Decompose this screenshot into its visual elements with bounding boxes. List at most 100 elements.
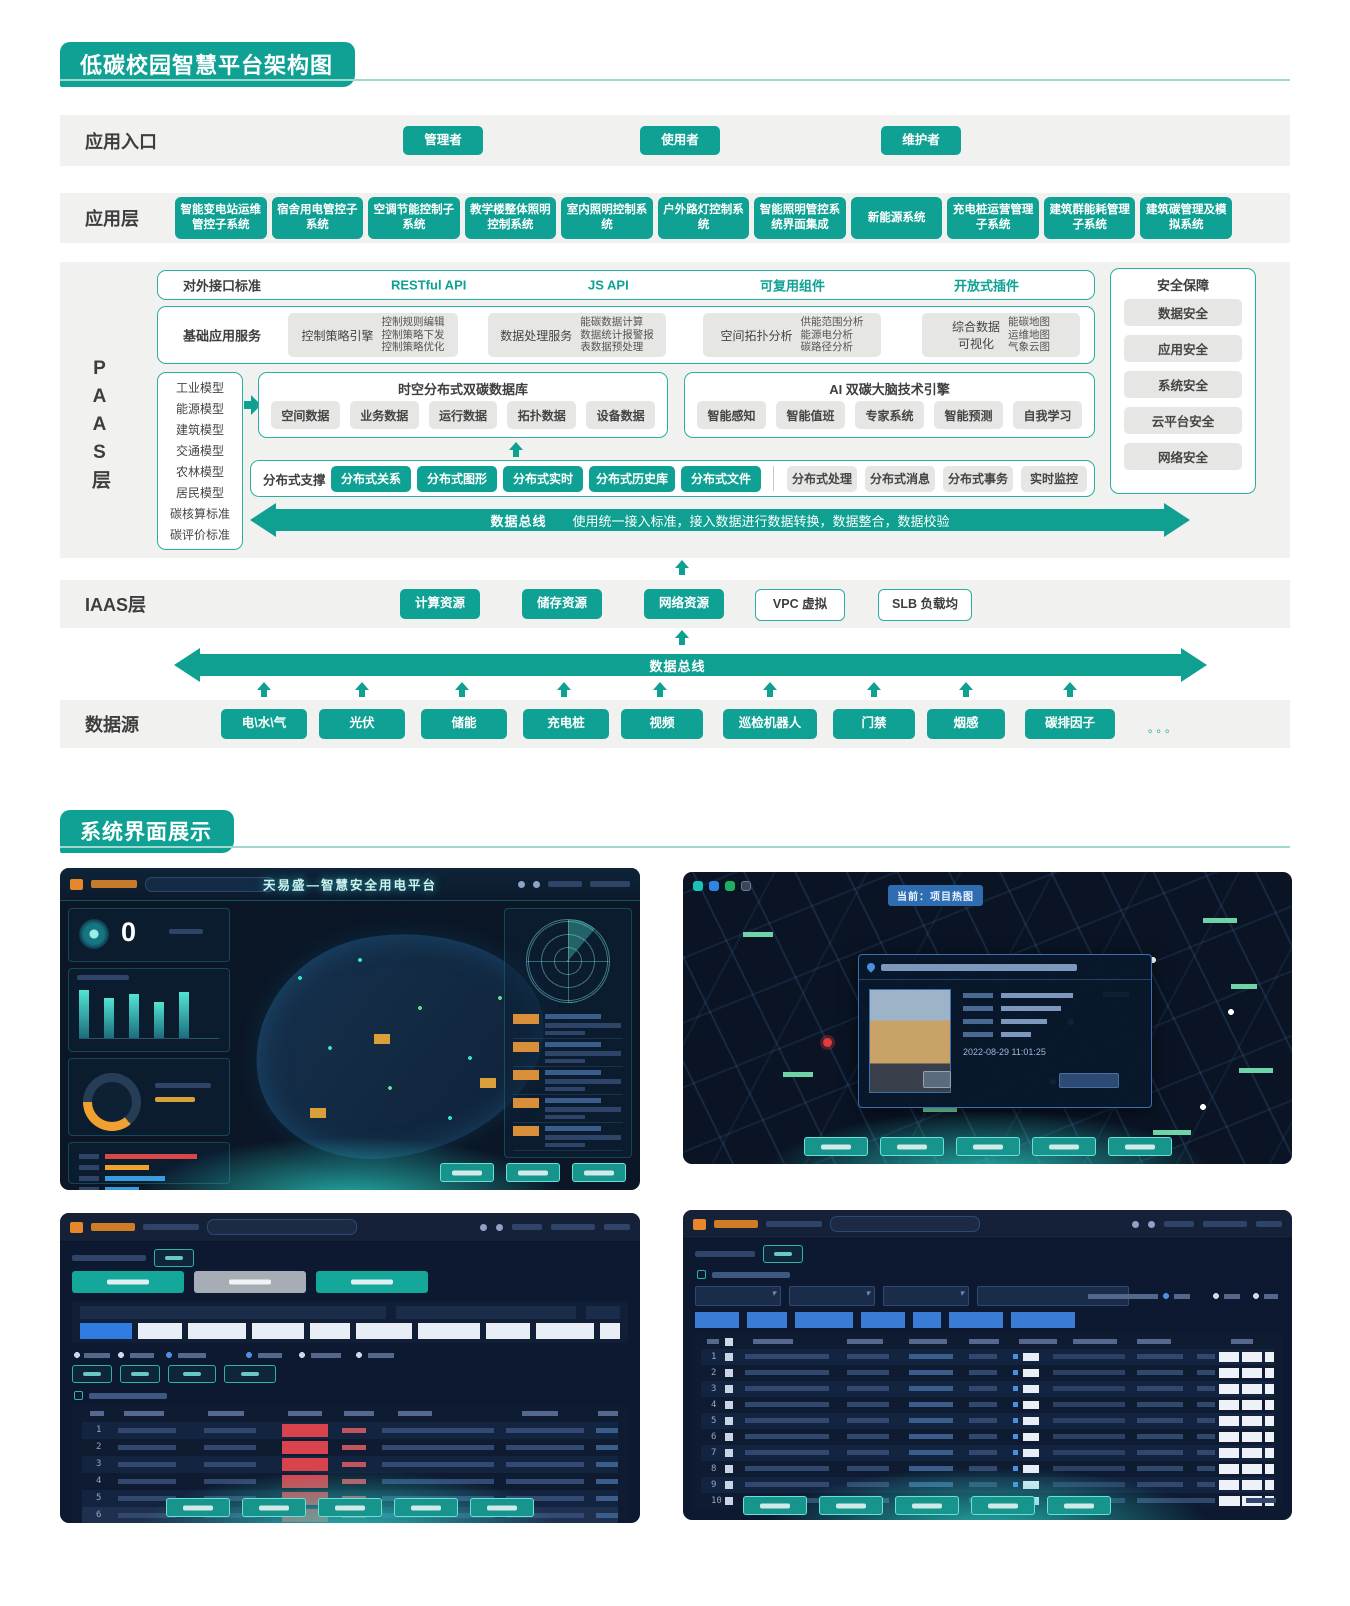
stat-panel: 0	[68, 908, 230, 962]
blue-action-buttons[interactable]	[695, 1312, 1095, 1328]
bell-icon[interactable]	[1148, 1220, 1155, 1228]
filter-select[interactable]	[789, 1286, 875, 1306]
api-item: JS API	[588, 277, 629, 293]
table-row[interactable]: 7	[701, 1445, 1274, 1461]
action-button[interactable]	[742, 1496, 807, 1515]
role-user-button[interactable]: 使用者	[640, 126, 720, 155]
pagination[interactable]	[1160, 1496, 1280, 1506]
carbon-database-title: 时空分布式双碳数据库	[397, 382, 528, 397]
window-dot-green[interactable]	[725, 881, 735, 891]
table-row[interactable]: 1	[82, 1422, 618, 1439]
action-button[interactable]	[572, 1163, 626, 1182]
app-system-box[interactable]: 宿舍用电管控子系统	[271, 197, 364, 239]
detail-button[interactable]	[1059, 1073, 1119, 1088]
arrow-left-icon	[174, 648, 200, 682]
iaas-resource-box[interactable]: 计算资源	[400, 589, 480, 619]
filter-select[interactable]	[695, 1286, 781, 1306]
query-button[interactable]	[72, 1365, 112, 1383]
table-row[interactable]: 6	[701, 1429, 1274, 1445]
app-system-box[interactable]: 室内照明控制系统	[561, 197, 653, 239]
reset-button[interactable]	[120, 1365, 160, 1383]
datasource-box: 电\水\气	[221, 709, 307, 739]
action-button[interactable]	[318, 1498, 382, 1517]
bar-chart-panel	[68, 968, 230, 1052]
more-button[interactable]	[224, 1365, 276, 1383]
app-system-box[interactable]: 教学楼整体照明控制系统	[464, 197, 557, 239]
map-mode-tag[interactable]: 当前：项目热图	[888, 885, 983, 906]
radio-options[interactable]	[1088, 1292, 1278, 1300]
app-system-box[interactable]: 智能照明管控系统界面集成	[754, 197, 846, 239]
action-button[interactable]	[1107, 1137, 1172, 1156]
models-box: 工业模型 能源模型 建筑模型 交通模型 农林模型 居民模型 碳核算标准 碳评价标准	[157, 372, 243, 550]
volume-icon[interactable]	[518, 880, 525, 888]
action-button[interactable]	[506, 1163, 560, 1182]
window-dot-gray[interactable]	[741, 881, 751, 891]
header-icons[interactable]	[1132, 1220, 1282, 1228]
filter-select[interactable]	[883, 1286, 969, 1306]
table-row[interactable]: 3	[82, 1456, 618, 1473]
header-icons[interactable]	[518, 880, 630, 888]
distributed-gray-box: 分布式事务	[943, 466, 1013, 492]
action-button[interactable]	[242, 1498, 306, 1517]
status-legend[interactable]	[74, 1351, 414, 1359]
tab-alarm-records[interactable]	[194, 1271, 306, 1293]
action-button[interactable]	[470, 1498, 534, 1517]
iaas-resource-box[interactable]: 储存资源	[522, 589, 602, 619]
action-button[interactable]	[440, 1163, 494, 1182]
search-input[interactable]	[830, 1216, 980, 1232]
search-input[interactable]	[145, 876, 275, 892]
alert-marker-icon[interactable]	[823, 1038, 832, 1047]
header-icons[interactable]	[480, 1223, 630, 1231]
role-admin-button[interactable]: 管理者	[403, 126, 483, 155]
back-chip-button[interactable]	[763, 1245, 803, 1263]
app-system-box[interactable]: 新能源系统	[850, 197, 943, 239]
app-system-box[interactable]: 智能变电站运维管控子系统	[175, 197, 267, 239]
table-row[interactable]: 2	[701, 1365, 1274, 1381]
filter-panel	[72, 1301, 628, 1343]
table-row[interactable]: 4	[701, 1397, 1274, 1413]
filter-group-headers	[80, 1306, 620, 1319]
table-row[interactable]: 3	[701, 1381, 1274, 1397]
paas-data-bus: 数据总线 使用统一接入标准，接入数据进行数据转换，数据整合，数据校验	[250, 503, 1190, 537]
action-button[interactable]	[955, 1137, 1020, 1156]
up-arrow-icon	[958, 682, 974, 698]
table-row[interactable]: 5	[701, 1413, 1274, 1429]
alarm-panel	[504, 908, 632, 1158]
window-dot-teal[interactable]	[693, 881, 703, 891]
search-input[interactable]	[207, 1219, 357, 1235]
tab-device-records[interactable]	[72, 1271, 184, 1293]
app-system-box[interactable]: 充电桩运营管理子系统	[947, 197, 1039, 239]
bus-desc: 使用统一接入标准，接入数据进行数据转换，数据整合，数据校验	[572, 513, 950, 529]
table-row[interactable]: 2	[82, 1439, 618, 1456]
export-button[interactable]	[168, 1365, 216, 1383]
action-button[interactable]	[394, 1498, 458, 1517]
window-controls[interactable]	[693, 881, 751, 891]
action-button[interactable]	[818, 1496, 883, 1515]
action-button[interactable]	[1046, 1496, 1111, 1515]
role-maintainer-button[interactable]: 维护者	[881, 126, 961, 155]
volume-icon[interactable]	[480, 1223, 487, 1231]
action-button[interactable]	[879, 1137, 944, 1156]
action-button[interactable]	[166, 1498, 230, 1517]
iaas-resource-box[interactable]: 网络资源	[644, 589, 724, 619]
breadcrumb	[695, 1245, 803, 1263]
volume-icon[interactable]	[1132, 1220, 1139, 1228]
action-button[interactable]	[1031, 1137, 1096, 1156]
back-chip-button[interactable]	[154, 1249, 194, 1267]
bell-icon[interactable]	[533, 880, 540, 888]
app-system-box[interactable]: 建筑群能耗管理子系统	[1043, 197, 1136, 239]
screenshot-power-dashboard: 天易盛—智慧安全用电平台 0	[60, 868, 640, 1190]
window-dot-blue[interactable]	[709, 881, 719, 891]
app-system-box[interactable]: 空调节能控制子系统	[368, 197, 460, 239]
action-button[interactable]	[803, 1137, 868, 1156]
action-button[interactable]	[894, 1496, 959, 1515]
camera-button[interactable]	[923, 1071, 951, 1088]
tab-mute-records[interactable]	[316, 1271, 428, 1293]
filter-chips[interactable]	[80, 1323, 620, 1339]
table-row[interactable]: 1	[701, 1349, 1274, 1365]
app-system-box[interactable]: 建筑碳管理及模拟系统	[1140, 197, 1233, 239]
bell-icon[interactable]	[496, 1223, 503, 1231]
app-system-box[interactable]: 户外路灯控制系统	[657, 197, 750, 239]
action-button[interactable]	[970, 1496, 1035, 1515]
iaas-vpc-box: VPC 虚拟	[755, 589, 845, 621]
